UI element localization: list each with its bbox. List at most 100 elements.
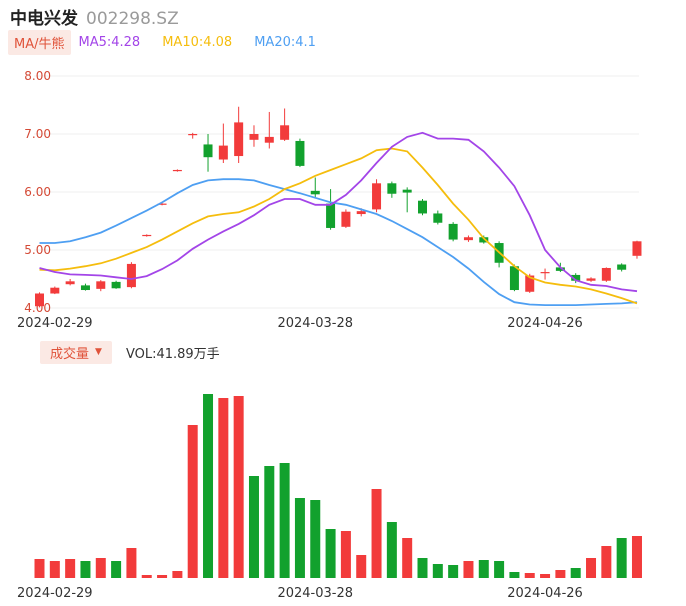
volume-bar	[218, 398, 229, 578]
ma10-line	[39, 147, 638, 305]
x-tick-label: 2024-02-29	[17, 586, 93, 601]
candle-body	[571, 274, 581, 281]
x-tick-label: 2024-03-28	[277, 316, 353, 331]
volume-bar	[233, 396, 244, 578]
volume-bar	[340, 531, 351, 578]
candle-body	[387, 183, 397, 194]
candle-body	[35, 293, 44, 307]
x-tick-label: 2024-04-26	[507, 316, 583, 331]
volume-legend: 成交量 ▼ VOL:41.89万手	[40, 340, 220, 364]
candle-body	[418, 200, 427, 214]
volume-bar	[371, 489, 382, 578]
volume-bar	[570, 568, 581, 578]
candle-body	[280, 125, 290, 140]
candle-body	[617, 264, 627, 270]
volume-bar	[616, 538, 627, 578]
candle-body	[586, 278, 596, 281]
volume-bar	[203, 394, 214, 578]
volume-bar	[264, 466, 275, 578]
volume-bar	[157, 575, 168, 578]
candle-body	[479, 237, 489, 243]
candle-body	[142, 234, 152, 237]
volume-bar	[586, 558, 597, 578]
volume-bar	[111, 561, 122, 578]
candle-body	[188, 134, 198, 136]
stock-header: 中电兴发 002298.SZ	[10, 4, 179, 29]
volume-bar	[478, 560, 489, 578]
candle-body	[96, 281, 106, 289]
candle-body	[50, 287, 60, 294]
volume-selector-button[interactable]: 成交量 ▼	[40, 340, 112, 364]
volume-bar	[494, 561, 505, 578]
candle-body	[203, 144, 213, 158]
volume-bar	[294, 498, 305, 578]
volume-bar	[187, 425, 198, 578]
y-tick-label: 5.00	[24, 243, 51, 257]
y-tick-label: 6.00	[24, 185, 51, 199]
candle-body	[433, 213, 443, 223]
volume-value: VOL:41.89万手	[125, 346, 220, 362]
candle-body	[601, 267, 611, 281]
candle-body	[555, 267, 565, 271]
candle-body	[326, 203, 336, 228]
candle-body	[65, 281, 75, 285]
volume-bar	[402, 538, 413, 578]
ma-selector-button[interactable]: MA/牛熊	[8, 29, 71, 55]
candle-body	[341, 211, 351, 227]
stock-code: 002298.SZ	[86, 9, 179, 29]
ma20-line	[39, 178, 638, 306]
volume-selector-label: 成交量	[50, 346, 90, 362]
x-tick-label: 2024-04-26	[507, 586, 583, 601]
candle-body	[402, 189, 412, 193]
candle-body	[111, 281, 121, 289]
candle-body	[264, 136, 274, 143]
candle-body	[295, 140, 305, 166]
ma20-label: MA20:4.1	[254, 34, 316, 50]
caret-down-icon: ▼	[95, 347, 102, 357]
ma-legend: MA/牛熊 MA5:4.28 MA10:4.08 MA20:4.1	[8, 29, 338, 55]
volume-bar	[65, 559, 76, 578]
volume-bar	[49, 561, 60, 578]
y-tick-label: 8.00	[24, 69, 51, 83]
candle-body	[525, 275, 535, 292]
volume-bar	[126, 548, 137, 578]
volume-bar	[95, 558, 106, 578]
candle-body	[448, 223, 458, 240]
volume-bar	[80, 561, 91, 578]
volume-bar	[325, 529, 336, 578]
candle-body	[356, 211, 366, 215]
volume-bar	[631, 536, 642, 578]
candle-body	[126, 263, 136, 288]
ma10-label: MA10:4.08	[162, 34, 233, 50]
candle-body	[540, 272, 550, 274]
volume-bar	[310, 500, 321, 578]
volume-bar	[540, 574, 551, 578]
x-tick-label: 2024-02-29	[17, 316, 93, 331]
candle-body	[80, 285, 90, 291]
stock-name: 中电兴发	[10, 9, 78, 29]
volume-bar	[432, 564, 443, 578]
volume-bar	[386, 522, 397, 578]
volume-bar	[141, 575, 152, 578]
candle-body	[509, 266, 519, 291]
candle-body	[218, 145, 228, 160]
y-tick-label: 4.00	[24, 301, 51, 315]
volume-bar	[248, 476, 259, 578]
volume-bar	[601, 546, 612, 578]
volume-bar	[172, 571, 183, 578]
volume-bar	[279, 463, 290, 578]
candle-body	[249, 134, 259, 140]
x-tick-label: 2024-03-28	[277, 586, 353, 601]
volume-bar	[463, 561, 474, 578]
volume-bar	[509, 572, 520, 578]
candle-body	[632, 241, 642, 256]
ma5-label: MA5:4.28	[78, 34, 141, 50]
volume-bar	[524, 573, 535, 578]
volume-bar	[34, 559, 45, 578]
volume-bar	[417, 558, 428, 578]
candle-body	[234, 122, 244, 157]
ma5-line	[39, 131, 638, 293]
volume-bar	[448, 565, 459, 578]
candle-body	[372, 183, 382, 210]
